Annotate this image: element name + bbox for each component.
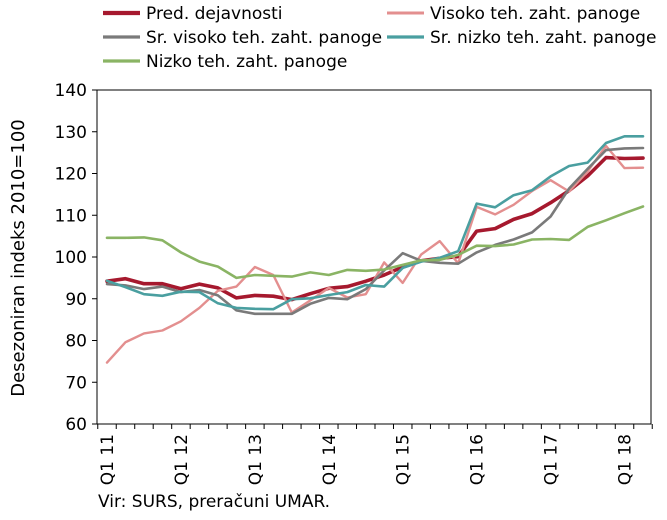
x-tick-label: Q1 13 — [246, 434, 266, 485]
x-tick-label: Q1 16 — [468, 434, 488, 485]
y-tick-label: 130 — [55, 123, 87, 143]
plot-border — [96, 89, 652, 425]
x-tick-label: Q1 12 — [172, 434, 192, 485]
y-tick-label: 60 — [65, 415, 87, 435]
y-tick-label: 100 — [55, 248, 87, 268]
series-layer — [105, 135, 645, 364]
legend-label: Visoko teh. zaht. panoge — [430, 4, 640, 24]
legend-label: Nizko teh. zaht. panoge — [146, 52, 347, 72]
x-tick-label: Q1 17 — [542, 434, 562, 485]
legend-label: Sr. visoko teh. zaht. panoge — [146, 28, 382, 48]
legend-label: Pred. dejavnosti — [146, 4, 283, 24]
y-axis-label: Desezoniran indeks 2010=100 — [8, 119, 29, 397]
x-tick-label: Q1 15 — [394, 434, 414, 485]
legend-label: Sr. nizko teh. zaht. panoge — [430, 28, 656, 48]
series-line-4 — [105, 135, 645, 311]
y-tick-label: 80 — [65, 332, 87, 352]
y-tick-label: 140 — [55, 81, 87, 101]
series-line-3 — [105, 146, 645, 316]
x-tick-label: Q1 11 — [98, 434, 118, 485]
x-tick-label: Q1 18 — [616, 434, 636, 485]
series-line-5 — [105, 205, 645, 280]
plot-area — [96, 89, 652, 425]
x-axis: Q1 11 Q1 12 Q1 13 Q1 14 Q1 15 Q1 16 Q1 17 Q1 18 — [97, 424, 653, 485]
y-tick-label: 70 — [65, 373, 87, 393]
source-note: Vir: SURS, preračuni UMAR. — [98, 492, 331, 512]
y-tick-label: 120 — [55, 165, 87, 185]
y-tick-label: 90 — [65, 290, 87, 310]
x-tick-label: Q1 14 — [320, 434, 340, 485]
legend: Pred. dejavnosti Visoko teh. zaht. panoge… — [103, 4, 656, 72]
y-tick-label: 110 — [55, 206, 87, 226]
y-axis: 60 70 80 90 100 110 120 130 140 — [55, 81, 97, 435]
